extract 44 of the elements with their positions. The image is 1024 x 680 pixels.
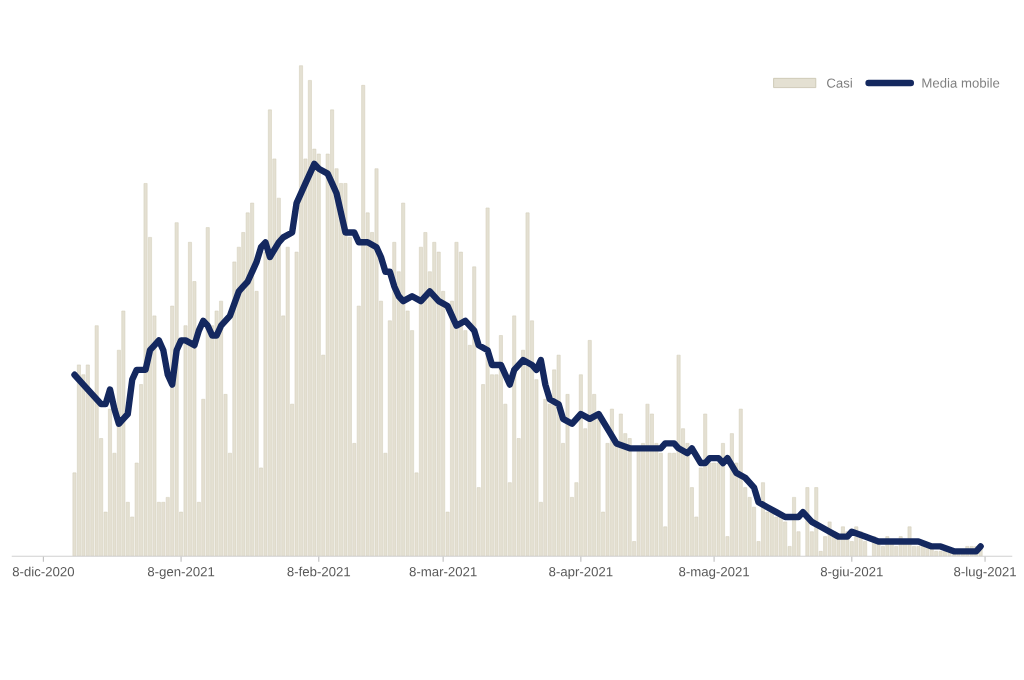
bar <box>587 340 592 557</box>
bar <box>738 408 743 557</box>
bar <box>645 403 650 557</box>
x-tick-label: 8-lug-2021 <box>954 566 1016 579</box>
x-tick-label: 8-mar-2021 <box>409 567 477 577</box>
bar <box>667 452 672 557</box>
bar <box>512 315 517 557</box>
bar <box>285 246 290 557</box>
bar <box>485 207 490 557</box>
bar <box>472 266 477 557</box>
x-tick-label: 8-gen-2021 <box>147 567 215 579</box>
legend-label: Media mobile <box>922 78 1000 88</box>
x-tick-label: 8-apr-2021 <box>549 567 613 579</box>
bar <box>676 354 681 557</box>
bar <box>432 242 437 557</box>
x-tick-label: 8-dic-2020 <box>12 566 75 577</box>
bar <box>543 398 548 557</box>
bar <box>454 242 459 557</box>
bar <box>703 413 708 557</box>
bar <box>778 516 783 557</box>
x-tick-label: 8-giu-2021 <box>820 566 883 579</box>
bar <box>525 212 530 557</box>
bar <box>423 232 428 557</box>
bar <box>361 85 366 557</box>
bar <box>934 551 939 557</box>
bar <box>121 310 126 557</box>
bar <box>94 325 99 557</box>
bar <box>578 374 583 557</box>
x-tick-label: 8-mag-2021 <box>679 567 750 579</box>
bar <box>205 227 210 557</box>
bar <box>769 511 774 557</box>
bar <box>916 546 921 557</box>
bar <box>565 394 570 557</box>
bar <box>85 364 90 557</box>
bar <box>938 551 943 557</box>
bar <box>556 354 561 557</box>
bar <box>174 222 179 557</box>
x-tick-label: 8-feb-2021 <box>287 566 351 577</box>
bar <box>392 242 397 557</box>
bar <box>774 516 779 557</box>
legend-label: Casi <box>827 78 852 88</box>
bar <box>343 183 348 557</box>
bar <box>143 183 148 557</box>
bar <box>374 168 379 557</box>
